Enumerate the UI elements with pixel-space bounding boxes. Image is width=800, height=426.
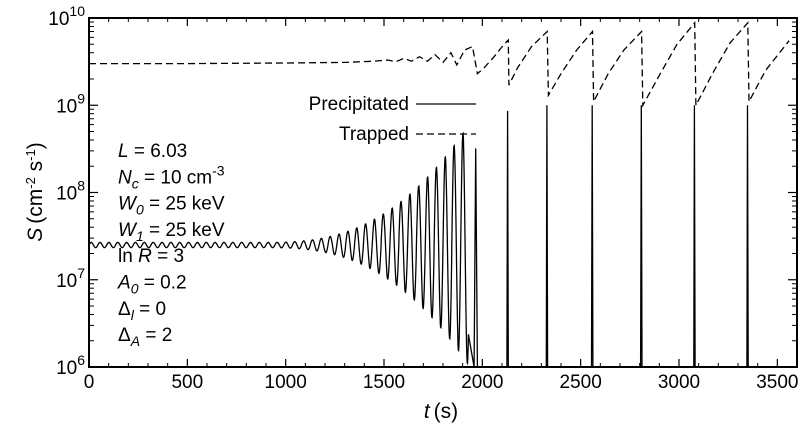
- y-tick-label: 109: [56, 90, 85, 117]
- plot-area-frame: [88, 17, 798, 368]
- x-tick-label: 500: [171, 372, 203, 393]
- legend-label-trapped: Trapped: [339, 124, 409, 145]
- series-layer: [88, 21, 797, 368]
- x-tick-label: 2000: [461, 372, 503, 393]
- series-precipitated-line: [88, 105, 797, 368]
- x-tick-label: 2500: [560, 372, 602, 393]
- x-tick-label: 1000: [265, 372, 307, 393]
- x-axis-title: t (s): [424, 400, 458, 423]
- parameter-line: L = 6.03: [118, 141, 187, 162]
- x-tick-label: 0: [84, 372, 95, 393]
- legend-label-precipitated: Precipitated: [309, 94, 409, 115]
- x-tick-label: 1500: [363, 372, 405, 393]
- y-tick-label: 106: [56, 352, 85, 379]
- parameter-line: ln R = 3: [118, 246, 184, 267]
- y-axis-title: S(cm-2 s-1): [23, 142, 47, 241]
- parameter-line: ΔA = 2: [118, 325, 172, 349]
- parameter-line: Nc = 10 cm-3: [118, 162, 225, 191]
- y-tick-label: 108: [56, 178, 85, 205]
- parameter-line: W1 = 25 keV: [118, 220, 225, 244]
- series-trapped-line: [89, 21, 790, 108]
- y-tick-label: 1010: [48, 3, 85, 30]
- parameter-line: A0 = 0.2: [117, 273, 187, 297]
- x-tick-label: 3000: [658, 372, 700, 393]
- parameter-line: Δl = 0: [118, 299, 166, 323]
- parameter-line: W0 = 25 keV: [118, 194, 225, 218]
- x-tick-label: 3500: [756, 372, 798, 393]
- y-tick-label: 107: [56, 265, 85, 292]
- legend: Precipitated Trapped: [309, 94, 476, 145]
- axis-ticks: 0 500 1000 1500 2000 2500 3000 3500 106 107 108 109…: [48, 3, 798, 393]
